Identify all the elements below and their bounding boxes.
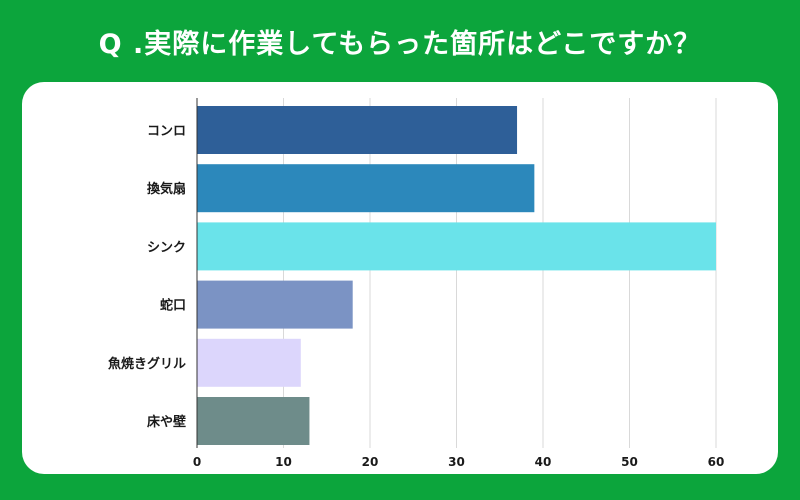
x-tick-label-20: 20 <box>362 455 379 469</box>
category-label-3: シンク <box>147 240 186 255</box>
bar-2 <box>197 164 535 213</box>
chart-title: Q .実際に作業してもらった箇所はどこですか？ <box>98 28 702 60</box>
bar-4 <box>197 280 353 329</box>
bar-3 <box>197 222 716 271</box>
bar-1 <box>197 106 518 154</box>
x-tick-label-40: 40 <box>535 455 552 469</box>
x-tick-label-50: 50 <box>621 455 638 469</box>
category-label-1: コンロ <box>147 124 186 139</box>
category-label-5: 魚焼きグリル <box>108 356 186 372</box>
category-label-4: 蛇口 <box>160 298 186 314</box>
bar-6 <box>197 397 310 445</box>
x-tick-label-10: 10 <box>275 455 292 469</box>
x-tick-label-60: 60 <box>708 455 725 469</box>
bar-5 <box>197 338 301 387</box>
x-tick-label-0: 0 <box>193 455 201 469</box>
category-label-6: 床や壁 <box>147 414 186 430</box>
x-tick-label-30: 30 <box>448 455 465 469</box>
category-label-2: 換気扇 <box>147 181 186 197</box>
